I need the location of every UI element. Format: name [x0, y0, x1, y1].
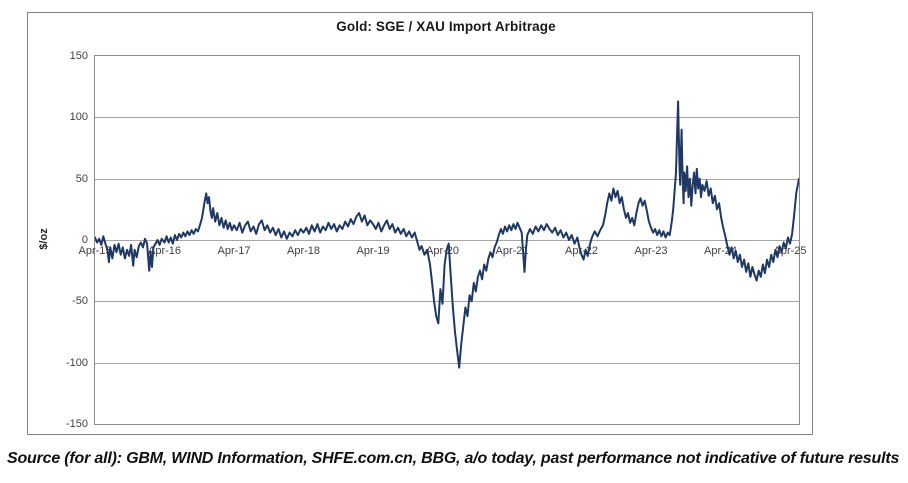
y-axis-label: -150 — [65, 418, 88, 430]
x-axis-label: Apr-16 — [147, 245, 182, 257]
y-axis-label: 0 — [81, 234, 88, 246]
y-axis-label: 50 — [75, 172, 88, 185]
x-axis-label: Apr-15 — [78, 245, 112, 257]
y-axis-labels: 150 100 50 0 -50 -100 -150 — [28, 50, 88, 430]
chart-title: Gold: SGE / XAU Import Arbitrage — [336, 19, 556, 34]
y-axis-label: 150 — [69, 50, 88, 62]
gridline — [95, 362, 799, 364]
gridline — [95, 301, 799, 303]
data-line — [95, 100, 799, 369]
plot-area: Apr-15 Apr-16 Apr-17 Apr-18 Apr-19 Apr-20 Apr-… — [78, 55, 807, 425]
gridline — [95, 240, 799, 241]
y-axis-label: -100 — [65, 356, 88, 369]
x-axis-label: Apr-19 — [356, 245, 390, 257]
source-note: Source (for all): GBM, WIND Information,… — [7, 450, 900, 467]
x-axis-label: Apr-20 — [425, 245, 460, 257]
x-axis-label: Apr-23 — [634, 245, 668, 257]
chart-frame: Gold: SGE / XAU Import Arbitrage $/oz 15… — [27, 12, 813, 435]
y-axis-label: -50 — [72, 295, 88, 308]
x-axis-label: Apr-17 — [217, 245, 251, 257]
chart-canvas — [95, 100, 799, 369]
x-axis-label: Apr-18 — [286, 245, 321, 257]
y-axis-label: 100 — [69, 111, 88, 124]
gridline — [95, 178, 799, 180]
gridline — [95, 117, 799, 119]
x-axis-label: Apr-21 — [495, 245, 529, 257]
